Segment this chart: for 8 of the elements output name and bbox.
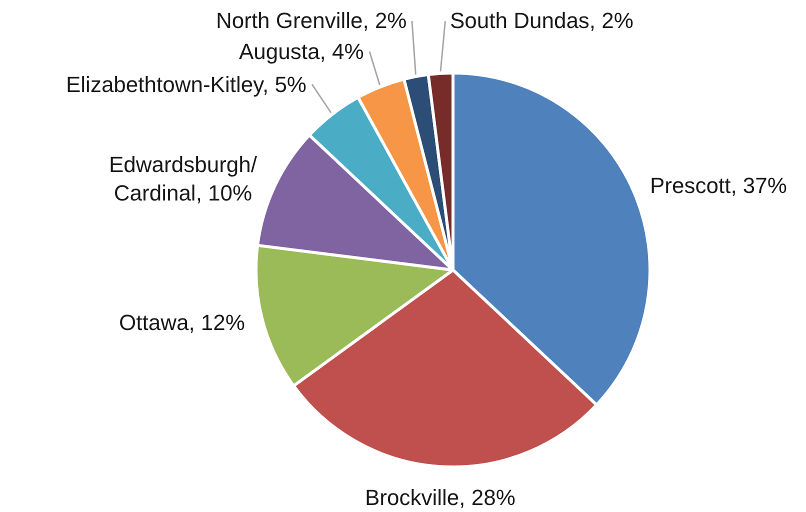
slice-label: North Grenville, 2% [216, 8, 407, 33]
slice-label: Ottawa, 12% [119, 310, 245, 335]
slice-label: Edwardsburgh/Cardinal, 10% [109, 152, 258, 206]
slice-label: Elizabethtown-Kitley, 5% [66, 72, 306, 97]
slice-label: Brockville, 28% [365, 485, 516, 510]
slice-label: South Dundas, 2% [450, 8, 634, 33]
slice-label: Prescott, 37% [650, 173, 787, 198]
slice-label: Augusta, 4% [239, 39, 364, 64]
